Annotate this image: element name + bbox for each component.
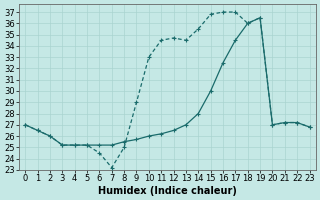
- X-axis label: Humidex (Indice chaleur): Humidex (Indice chaleur): [98, 186, 237, 196]
